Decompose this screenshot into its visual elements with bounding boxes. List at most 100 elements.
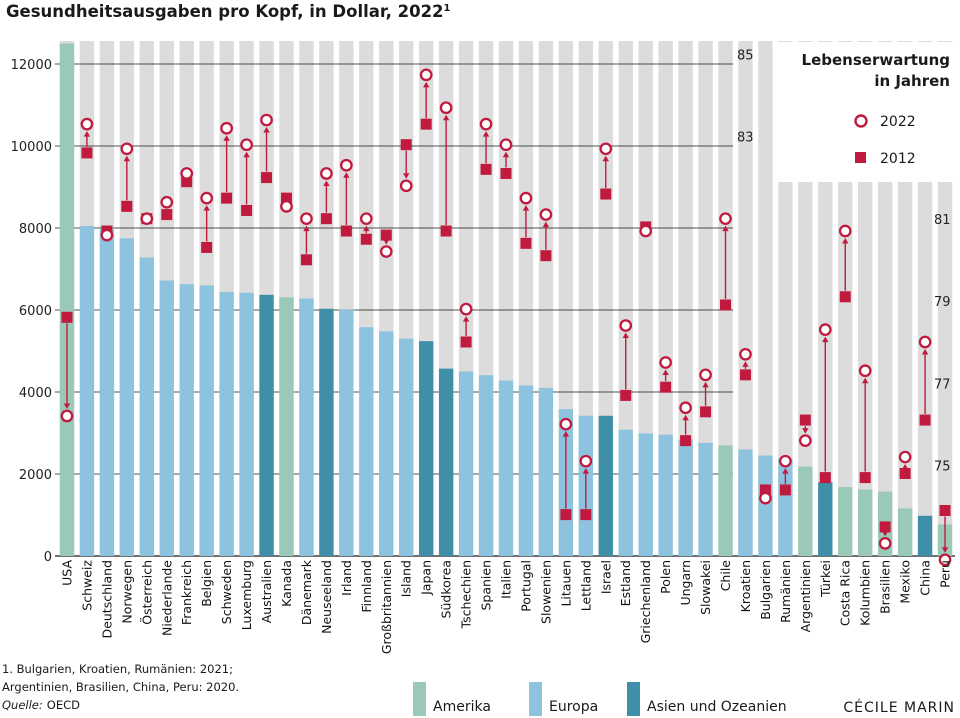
source: Quelle: OECD xyxy=(2,698,80,712)
arrow-head-Australien xyxy=(263,127,270,133)
marker-2022-Neuseeland xyxy=(320,167,333,180)
arrow-head-Kolumbien xyxy=(862,377,869,384)
bar-Türkei xyxy=(818,482,833,556)
stripe-31 xyxy=(678,41,693,556)
arrow-head-USA xyxy=(63,403,71,409)
arrow-head-Chile xyxy=(722,225,729,232)
bar-Belgien xyxy=(199,285,214,556)
marker-2012-Dänemark xyxy=(300,254,312,266)
marker-2022-Israel xyxy=(599,142,613,156)
arrow-head-Lettland xyxy=(582,468,590,474)
marker-2022-Südkorea xyxy=(439,101,453,115)
marker-2022-Kolumbien xyxy=(858,364,872,378)
marker-2012-Türkei xyxy=(819,472,831,484)
region-label-europa: Europa xyxy=(549,699,598,715)
y-right-tick-label-79: 79 xyxy=(934,295,951,310)
marker-2012-Belgien xyxy=(201,241,213,253)
marker-2012-Slowenien xyxy=(540,250,552,262)
marker-2012-Spanien xyxy=(480,163,492,175)
marker-2022-Polen xyxy=(659,356,672,369)
y-right-tick-label-83: 83 xyxy=(737,131,754,146)
region-label-amerika: Amerika xyxy=(433,699,491,715)
marker-2022-Norwegen xyxy=(120,142,134,156)
category-label-Irland: Irland xyxy=(339,560,354,596)
bar-Argentinien xyxy=(798,466,813,556)
arrow-head-Türkei xyxy=(822,336,829,343)
arrow-head-Argentinien xyxy=(802,428,809,434)
marker-2012-Mexiko xyxy=(899,468,911,479)
legend-circle-2022-icon xyxy=(854,114,868,128)
stripe-34 xyxy=(738,41,753,556)
marker-2012-Kolumbien xyxy=(859,472,871,484)
marker-2012-Finnland xyxy=(360,233,372,245)
category-label-Kroatien: Kroatien xyxy=(738,560,753,612)
marker-2012-Slowakei xyxy=(700,406,712,418)
bar-Kanada xyxy=(279,297,294,556)
category-label-Belgien: Belgien xyxy=(199,560,214,607)
marker-2012-Südkorea xyxy=(440,225,452,237)
marker-2022-Chile xyxy=(719,212,732,226)
category-label-Argentinien: Argentinien xyxy=(798,560,813,632)
y-right-tick-label-77: 77 xyxy=(934,377,951,392)
marker-2022-Schweiz xyxy=(80,117,94,131)
marker-2022-Estland xyxy=(619,319,633,332)
marker-2022-Dänemark xyxy=(300,212,313,226)
marker-2012-Italien xyxy=(500,167,512,179)
marker-2012-Portugal xyxy=(520,237,532,249)
stripe-29 xyxy=(638,41,653,556)
marker-2012-Frankreich xyxy=(181,176,193,188)
category-label-Estland: Estland xyxy=(618,560,633,606)
category-label-Schweiz: Schweiz xyxy=(79,560,94,611)
arrow-head-Schweden xyxy=(223,135,230,141)
change-arrows xyxy=(63,81,949,553)
marker-2012-Niederlande xyxy=(161,209,173,221)
bar-Bulgarien xyxy=(758,455,773,556)
source-label: Quelle: xyxy=(2,698,43,712)
category-label-Chile: Chile xyxy=(718,560,733,592)
marker-2022-Brasilien xyxy=(878,537,892,550)
marker-2012-Rumänien xyxy=(779,484,791,496)
marker-2022-Luxemburg xyxy=(240,138,253,152)
marker-2022-Deutschland xyxy=(100,228,114,242)
category-label-Slowakei: Slowakei xyxy=(698,560,713,615)
bar-China xyxy=(917,515,933,556)
marker-2012-Großbritannien xyxy=(380,229,392,241)
marker-2012-Japan xyxy=(420,118,432,130)
arrow-head-Belgien xyxy=(203,205,210,211)
marker-2022-Belgien xyxy=(200,191,214,205)
category-label-Israel: Israel xyxy=(598,560,613,594)
region-swatch-amerika xyxy=(413,682,426,716)
marker-2012-Schweden xyxy=(221,192,233,204)
legend-square-2012-icon xyxy=(855,152,866,163)
arrow-head-Finnland xyxy=(363,225,370,232)
arrow-head-Irland xyxy=(343,172,350,178)
marker-2012-Luxemburg xyxy=(241,204,253,216)
category-label-Österreich: Österreich xyxy=(138,560,154,625)
arrow-head-Südkorea xyxy=(442,114,450,121)
arrow-head-Costa Rica xyxy=(842,238,849,244)
marker-2022-Australien xyxy=(260,113,273,127)
category-label-Schweden: Schweden xyxy=(219,560,234,624)
y-axis-right: 75 77 79 81 83 85 xyxy=(737,49,951,475)
region-swatch-asien xyxy=(627,682,640,716)
marker-2012-China xyxy=(919,414,931,426)
marker-2012-Polen xyxy=(660,381,672,393)
bar-Estland xyxy=(618,429,633,556)
marker-2022-Kanada xyxy=(280,200,293,213)
footnote-line-1: 1. Bulgarien, Kroatien, Rumänien: 2021; xyxy=(2,662,233,676)
legend: Lebenserwartung in Jahren 2022 2012 xyxy=(776,42,958,182)
category-label-Costa Rica: Costa Rica xyxy=(838,560,853,626)
category-label-USA: USA xyxy=(59,560,74,586)
marker-2012-Litauen xyxy=(560,509,572,521)
arrow-head-China xyxy=(921,348,929,355)
chart-title-text: Gesundheitsausgaben pro Kopf, in Dollar,… xyxy=(6,2,444,21)
category-label-Australien: Australien xyxy=(259,560,274,623)
bar-Österreich xyxy=(139,257,154,556)
category-label-Litauen: Litauen xyxy=(558,560,573,607)
marker-2012-Bulgarien xyxy=(759,484,771,496)
marker-2022-Tschechien xyxy=(459,302,473,316)
marker-2022-Costa Rica xyxy=(838,224,852,238)
category-label-Portugal: Portugal xyxy=(518,560,533,612)
marker-2022-Island xyxy=(399,179,413,193)
